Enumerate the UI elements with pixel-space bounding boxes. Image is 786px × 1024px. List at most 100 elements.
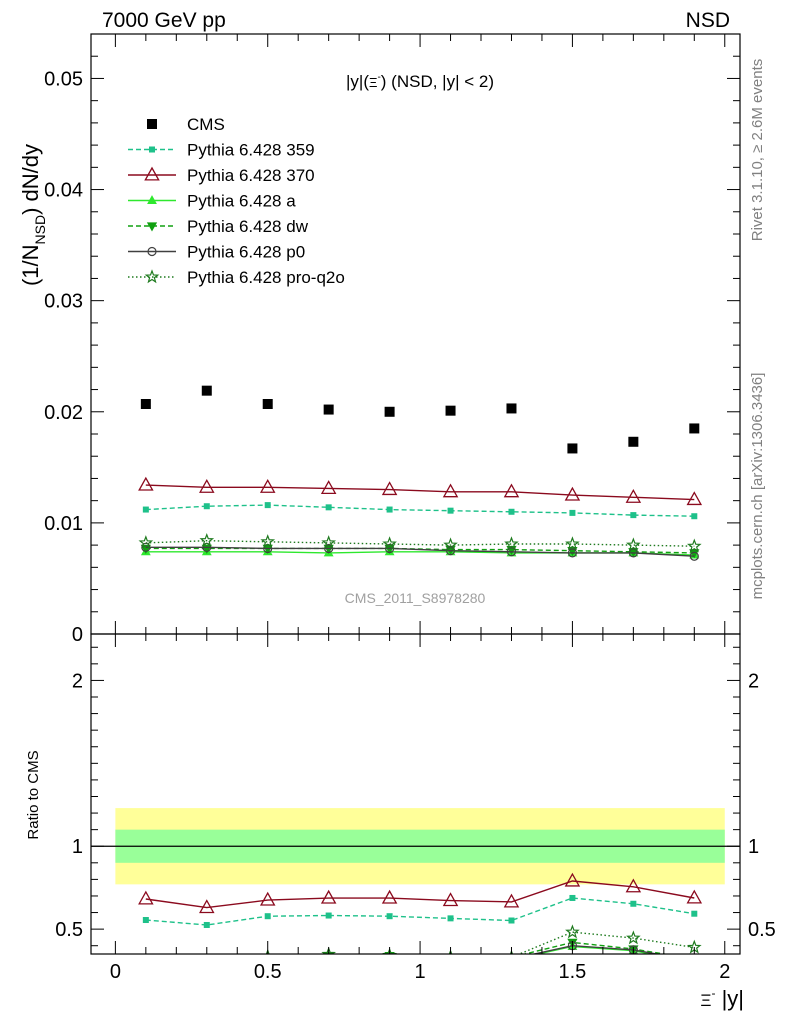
ratio-point-pq2o xyxy=(321,946,336,954)
ratio-point-p359 xyxy=(264,913,271,920)
data-point-pq2o xyxy=(138,535,154,550)
data-point-cms xyxy=(262,399,273,409)
ratio-point-pp0 xyxy=(386,955,394,963)
data-point-p370 xyxy=(259,479,276,493)
ratio-point-pq2o xyxy=(140,956,151,967)
ratio-point-p370 xyxy=(199,899,215,914)
series-line-pp0 xyxy=(145,546,695,557)
ratio-point-p370 xyxy=(503,893,520,908)
ratio-xlabel-sup: - xyxy=(711,986,715,1000)
ratio-point-pa xyxy=(203,958,211,965)
data-point-p370 xyxy=(442,483,459,498)
legend-marker xyxy=(146,222,158,232)
legend-entry: Pythia 6.428 dw xyxy=(128,217,309,236)
series-line-p370 xyxy=(145,484,695,501)
top-ylabel-b: ) dN/dy xyxy=(18,144,43,215)
legend-entry: Pythia 6.428 a xyxy=(128,192,296,211)
ratio-point-pq2o xyxy=(206,952,208,954)
ratio-point-p370 xyxy=(686,889,703,904)
x-tick-label: 0.5 xyxy=(254,961,282,983)
ratio-xlabel-b: |y| xyxy=(715,986,744,1011)
ratio-point-pp0 xyxy=(447,956,455,964)
data-point-pq2o xyxy=(565,536,580,551)
ratio-plot-frame xyxy=(90,633,741,955)
data-point-pq2o xyxy=(382,536,397,551)
chart-title: |y|(Ξ-) (NSD, |y| < 2) xyxy=(346,72,494,91)
x-tick-label: 2 xyxy=(719,961,730,983)
x-tick-label: 0 xyxy=(110,961,121,983)
ratio-point-pdw xyxy=(506,953,517,954)
data-point-p359 xyxy=(325,504,332,511)
ratio-point-pdw xyxy=(203,959,212,967)
legend-label: Pythia 6.428 359 xyxy=(187,141,315,160)
data-point-pdw xyxy=(262,544,273,554)
ratio-y-tick-label-right: 2 xyxy=(748,670,759,692)
ratio-point-pp0 xyxy=(142,958,150,966)
ratio-point-p370 xyxy=(320,889,337,904)
ratio-point-p359 xyxy=(630,900,637,907)
legend-entry: Pythia 6.428 370 xyxy=(128,166,315,185)
ratio-point-p359 xyxy=(142,917,149,924)
ratio-line-p359 xyxy=(145,897,695,926)
y-tick-label: 0.04 xyxy=(44,180,83,202)
ratio-series-p359 xyxy=(142,894,698,928)
ratio-plot: 0.5 0.5 1 1 2 2 0 0.5 1 1.5 2 xyxy=(55,633,776,983)
data-point-cms xyxy=(628,436,639,447)
legend-marker xyxy=(147,119,157,129)
data-point-pq2o xyxy=(199,532,215,547)
legend-marker xyxy=(147,246,157,257)
legend-marker xyxy=(147,195,157,204)
data-point-p370 xyxy=(503,483,520,498)
chart-title-a: |y|( xyxy=(346,72,369,91)
y-tick-label: 0.03 xyxy=(44,291,83,313)
ratio-point-p359 xyxy=(569,894,576,901)
data-point-pq2o xyxy=(626,537,641,552)
legend-entry: Pythia 6.428 p0 xyxy=(128,243,305,262)
data-point-pdw xyxy=(689,549,700,559)
y-tick-label: 0.05 xyxy=(44,68,83,90)
data-point-p359 xyxy=(203,503,210,510)
legend-marker xyxy=(149,146,155,153)
legend-label: Pythia 6.428 a xyxy=(187,192,296,211)
data-point-p370 xyxy=(564,486,581,501)
ratio-plot-data xyxy=(91,808,740,967)
y-tick-label: 0.01 xyxy=(44,513,83,535)
data-point-p370 xyxy=(199,479,215,493)
data-point-cms xyxy=(689,423,700,434)
ratio-ylabel: Ratio to CMS xyxy=(25,750,42,839)
ratio-y-tick-label-right: 0.5 xyxy=(748,919,776,941)
legend-label: CMS xyxy=(187,115,225,134)
ratio-point-p370 xyxy=(625,878,642,893)
data-point-p359 xyxy=(447,507,454,514)
ratio-series-p370 xyxy=(138,872,703,914)
ratio-point-p359 xyxy=(447,915,454,922)
ratio-y-tick-label-left: 0.5 xyxy=(55,919,83,941)
ratio-point-pa xyxy=(325,957,333,964)
data-point-pp0 xyxy=(628,548,638,558)
series-pq2o xyxy=(138,532,702,553)
ratio-point-p359 xyxy=(325,912,332,919)
ratio-point-p370 xyxy=(442,892,459,907)
ratio-y-tick-label-left: 2 xyxy=(72,670,83,692)
ratio-point-pa xyxy=(508,956,516,963)
ratio-xlabel: Ξ- |y| xyxy=(700,986,744,1011)
ratio-line-p370 xyxy=(145,880,695,909)
main-plot-data xyxy=(138,385,703,561)
ratio-point-pp0 xyxy=(690,957,698,965)
x-tick-label: 1 xyxy=(415,961,426,983)
data-point-p359 xyxy=(691,513,698,520)
ratio-point-pa xyxy=(447,957,455,964)
data-point-pq2o xyxy=(504,536,519,551)
series-p370 xyxy=(138,476,703,506)
ratio-point-pdw xyxy=(142,959,151,967)
main-plot: 0 0.01 0.02 0.03 0.04 0.05 xyxy=(44,33,741,646)
top-ylabel: (1/NNSD) dN/dy xyxy=(18,144,48,286)
ratio-point-p370 xyxy=(564,872,581,887)
data-point-cms xyxy=(506,403,517,414)
data-point-cms xyxy=(445,405,456,416)
ratio-point-pq2o xyxy=(565,924,580,939)
ratio-point-p359 xyxy=(508,917,515,924)
data-point-pp0 xyxy=(506,547,517,557)
ratio-point-pp0 xyxy=(325,955,333,963)
